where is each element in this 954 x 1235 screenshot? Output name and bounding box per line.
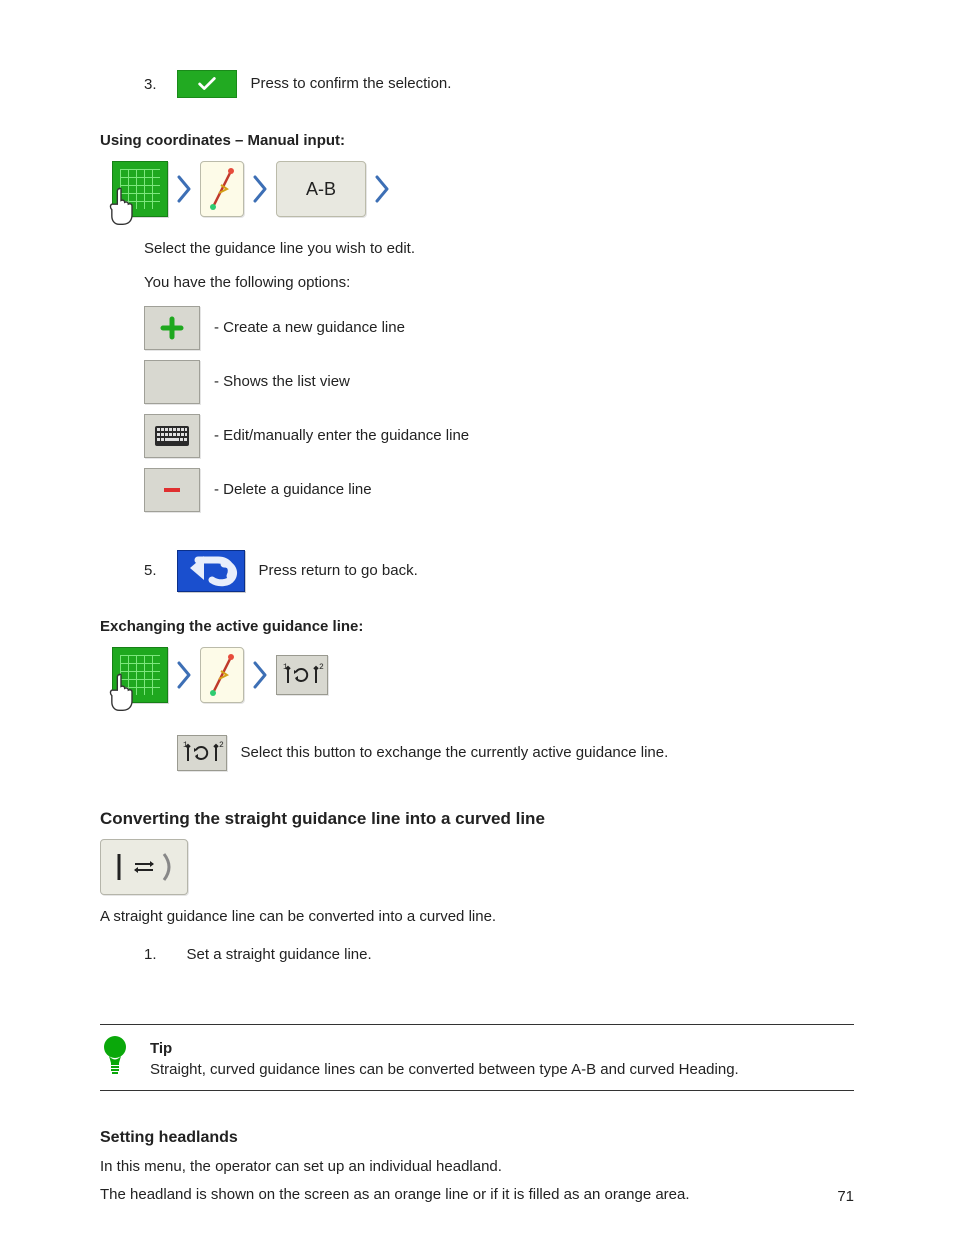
chevron-right-icon [174,175,194,203]
tip-body: Straight, curved guidance lines can be c… [150,1060,739,1080]
heading-straight-arc: Converting the straight guidance line in… [100,809,854,829]
touch-grid-tile[interactable] [112,161,168,217]
step-swap-text: Select this button to exchange the curre… [241,743,669,763]
list-button[interactable] [144,360,200,404]
confirm-button[interactable] [177,70,237,98]
swap-icon: 1 2 [180,739,224,767]
swap-tile[interactable]: 1 2 [276,655,328,695]
step-3-text: Press to confirm the selection. [251,74,452,94]
step-arc-text: Set a straight guidance line. [187,945,372,965]
step-select-line: Select the guidance line you wish to edi… [144,239,854,259]
step-arc-number: 1. [144,946,157,963]
arc-tile-row [100,839,854,895]
para-headlands-1: In this menu, the operator can set up an… [100,1157,854,1177]
tip-label: Tip [150,1040,172,1057]
pointing-hand-icon [99,670,143,718]
tip-box: Tip Straight, curved guidance lines can … [100,1024,854,1091]
plus-icon [158,314,186,342]
para-headlands-2: The headland is shown on the screen as a… [100,1185,854,1205]
step-3: 3. Press to confirm the selection. [144,70,854,98]
step-5: 5. Press return to go back. [144,550,854,592]
chevron-right-icon [250,175,270,203]
option-add-row: - Create a new guidance line [144,306,854,350]
svg-text:2: 2 [319,663,324,672]
svg-text:2: 2 [219,741,224,750]
touch-grid-tile[interactable] [112,647,168,703]
chevron-right-icon [174,661,194,689]
option-list-text: - Shows the list view [214,372,350,392]
minus-icon [158,476,186,504]
option-list-row: - Shows the list view [144,360,854,404]
nav-row-al: 1 2 [112,647,854,703]
straight-arc-icon [109,850,179,884]
step-3-number: 3. [144,76,157,93]
keyboard-icon [154,425,190,447]
guidance-line-tile[interactable] [200,647,244,703]
undo-arrow-icon [184,554,238,588]
step-swap: 0. 1 2 Select this button to exchange th… [144,735,854,771]
option-delete-row: - Delete a guidance line [144,468,854,512]
option-keyboard-row: - Edit/manually enter the guidance line [144,414,854,458]
para-straight-arc: A straight guidance line can be converte… [100,907,854,927]
step-5-text: Press return to go back. [259,561,418,581]
page-number: 71 [837,1188,854,1205]
swap-icon: 1 2 [280,661,324,689]
keyboard-button[interactable] [144,414,200,458]
nav-row-ab: A-B [112,161,854,217]
blank-icon [158,368,186,396]
straight-to-arc-tile[interactable] [100,839,188,895]
heading-al: Exchanging the active guidance line: [100,618,854,635]
undo-button[interactable] [177,550,245,592]
add-button[interactable] [144,306,200,350]
heading-ab: Using coordinates – Manual input: [100,132,854,149]
pointing-hand-icon [99,184,143,232]
lightbulb-icon [100,1033,130,1075]
line-icon [207,653,237,697]
swap-tile-button[interactable]: 1 2 [177,735,227,771]
step-options-lead: You have the following options: [144,273,854,293]
option-keyboard-text: - Edit/manually enter the guidance line [214,426,469,446]
delete-button[interactable] [144,468,200,512]
ab-label: A-B [306,179,336,200]
guidance-line-tile[interactable] [200,161,244,217]
ab-tile[interactable]: A-B [276,161,366,217]
check-icon [196,73,218,95]
tip-text-wrap: Tip Straight, curved guidance lines can … [150,1033,739,1080]
chevron-right-icon [372,175,392,203]
step-arc: 1. Set a straight guidance line. [144,945,854,965]
chevron-right-icon [250,661,270,689]
heading-headlands: Setting headlands [100,1129,854,1147]
option-delete-text: - Delete a guidance line [214,480,372,500]
step-5-number: 5. [144,562,157,579]
option-add-text: - Create a new guidance line [214,318,405,338]
line-icon [207,167,237,211]
